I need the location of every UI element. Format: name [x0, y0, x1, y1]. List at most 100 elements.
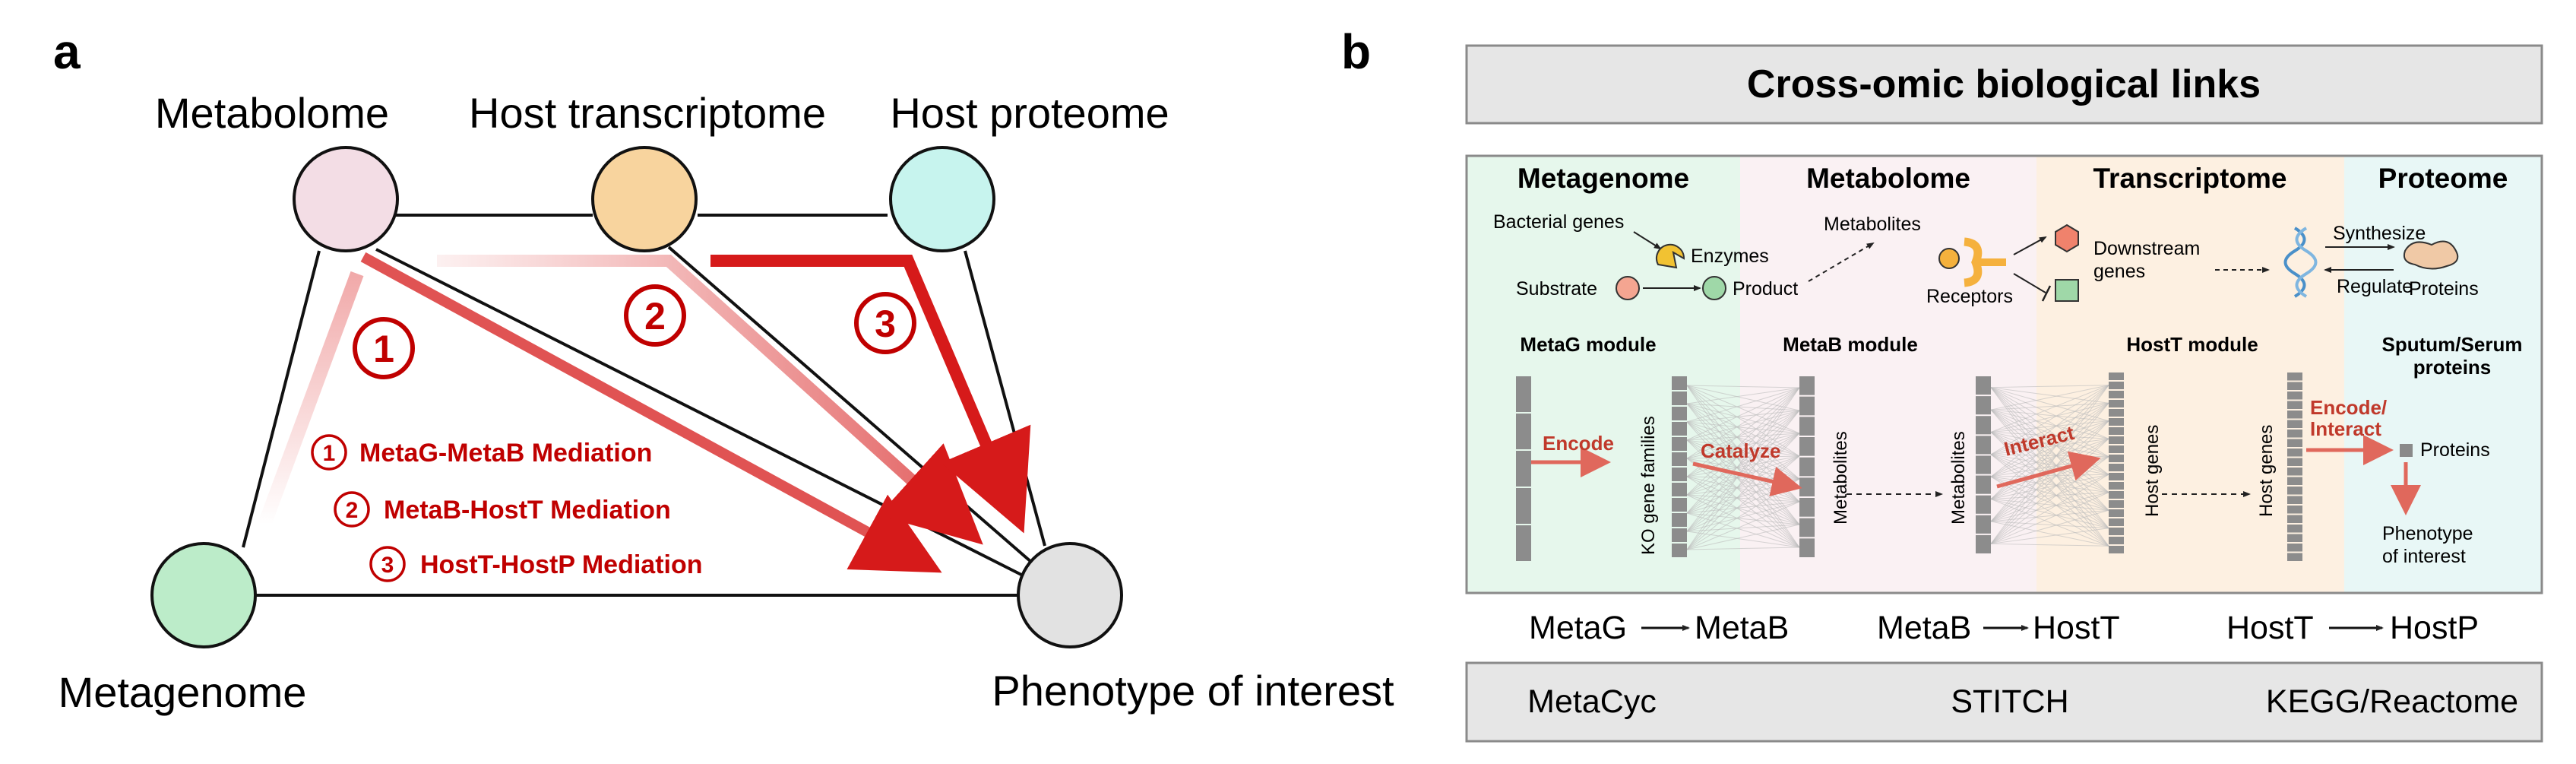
- mediation-2-arrow: [437, 255, 983, 545]
- database-kegg-reactome: KEGG/Reactome: [2266, 683, 2518, 720]
- link-2-to: HostT: [2033, 610, 2120, 646]
- module-head-hostp-line1: Sputum/Serum: [2382, 333, 2523, 356]
- hostt-bar-1-segment: [2109, 491, 2124, 499]
- metab-bar-2-segment: [1976, 416, 1991, 435]
- metag-ko-link: [1686, 385, 1800, 457]
- metag-ko-link: [1686, 410, 1800, 514]
- hostt-bar-2-segment: [2287, 439, 2302, 447]
- metag-ko-link: [1686, 410, 1800, 459]
- metab-hostt-link: [1990, 402, 2109, 477]
- metab-hostt-link: [1990, 492, 2109, 544]
- metab-bar-1-segment: [1799, 437, 1815, 456]
- metag-ko-link: [1686, 410, 1800, 550]
- badge-1-number: 1: [373, 328, 394, 370]
- metab-hostt-link: [1990, 385, 2109, 499]
- panel-b-label: b: [1341, 24, 1371, 79]
- panel-a: a Metabolome Host transcri: [53, 24, 1394, 716]
- badge-1-circle: [353, 317, 415, 379]
- module-head-metab: MetaB module: [1783, 333, 1918, 356]
- metag-ko-link: [1686, 385, 1800, 434]
- legend-3-circle: [369, 546, 406, 582]
- protein-square-icon: [2400, 444, 2413, 457]
- metab-hostt-link: [1990, 509, 2109, 544]
- hostt-bar-2-segment: [2287, 487, 2302, 495]
- arrow-receptor-inhibit: [2013, 273, 2046, 293]
- label-downstream-genes-line2: genes: [2093, 261, 2145, 282]
- edge-metabolome-metagenome: [242, 250, 321, 548]
- node-host-proteome: [889, 146, 995, 252]
- label-proteins-top: Proteins: [2409, 278, 2479, 300]
- mediation-legend: 1 MetaG-MetaB Mediation 2 MetaB-HostT Me…: [311, 434, 703, 582]
- hostt-bar-2-segment: [2287, 382, 2302, 390]
- legend-1-number: 1: [323, 441, 336, 466]
- hostt-bar-1-segment: [2109, 400, 2124, 407]
- hostt-bar-1-segment: [2109, 409, 2124, 417]
- metag-ko-link: [1686, 403, 1800, 434]
- badge-2-circle: [624, 284, 686, 347]
- legend-3-number: 3: [381, 553, 394, 578]
- label-enzymes: Enzymes: [1691, 246, 1769, 267]
- edge-proteome-phenotype: [964, 250, 1046, 547]
- metag-ko-link: [1686, 433, 1800, 550]
- column-bg-proteome: [2344, 156, 2542, 593]
- hostt-bar-2-segment: [2287, 506, 2302, 514]
- hostt-bar-1-segment: [2109, 546, 2124, 553]
- label-host-proteome: Host proteome: [890, 89, 1169, 137]
- hostt-bar-1-segment: [2109, 518, 2124, 526]
- metab-bar-1-segment: [1799, 518, 1815, 537]
- badge-3-circle: [854, 292, 916, 354]
- module-head-metag: MetaG module: [1520, 333, 1656, 356]
- metag-ko-link: [1686, 410, 1800, 532]
- hostt-bar-2-segment: [2287, 372, 2302, 381]
- metab-hostt-link: [1990, 385, 2109, 522]
- metab-hostt-link: [1990, 474, 2109, 544]
- metag-ko-link: [1686, 433, 1800, 496]
- metab-bar-2-segment: [1976, 495, 1991, 514]
- hostt-bar-2-segment: [2287, 430, 2302, 438]
- hostt-bar-1-segment: [2109, 372, 2124, 380]
- badge-3-number: 3: [875, 303, 896, 345]
- metag-ko-link: [1686, 455, 1800, 514]
- metab-hostt-link: [1990, 385, 2109, 388]
- link-2-from: MetaB: [1877, 610, 1971, 646]
- metab-bar-2-segment: [1976, 396, 1991, 415]
- link-1-to: MetaB: [1695, 610, 1789, 646]
- hostt-bar-1-segment: [2109, 537, 2124, 544]
- legend-2-label: MetaB-HostT Mediation: [384, 496, 671, 525]
- mediation-number-badges: 1 2 3: [353, 284, 916, 379]
- metab-hostt-link: [1990, 476, 2109, 529]
- panel-a-label: a: [53, 24, 81, 79]
- hostt-bar-2-segment: [2287, 515, 2302, 523]
- metab-hostt-link: [1990, 438, 2109, 477]
- hostt-bar-1-segment: [2109, 464, 2124, 471]
- hostt-bar-1-segment: [2109, 418, 2124, 426]
- metag-ko-link: [1686, 410, 1800, 423]
- metab-hostt-link: [1990, 420, 2109, 544]
- metab-hostt-link: [1990, 385, 2109, 411]
- receptor-icon: [1938, 237, 2006, 287]
- hostt-bar-2-segment: [2287, 411, 2302, 419]
- hostt-bar-1-segment: [2109, 436, 2124, 444]
- metag-ko-link: [1686, 387, 1800, 477]
- label-metabolites-1: Metabolites: [1831, 431, 1851, 525]
- label-ko-gene-families: KO gene families: [1638, 416, 1659, 555]
- metag-ko-link: [1686, 387, 1800, 459]
- label-phenotype-line2: of interest: [2382, 546, 2466, 567]
- inhibit-bar: [2041, 285, 2052, 302]
- metab-hostt-link: [1990, 492, 2109, 522]
- link-1-from: MetaG: [1529, 610, 1627, 646]
- module-bars: [1516, 372, 2302, 561]
- metab-hostt-link: [1990, 528, 2109, 544]
- metag-ko-link: [1686, 387, 1800, 423]
- ko-bar-segment: [1672, 498, 1687, 512]
- metag-ko-link: [1686, 385, 1800, 411]
- ko-bar-segment: [1672, 513, 1687, 527]
- protein-blob-icon: [2403, 240, 2459, 270]
- metab-bar-2-segment: [1976, 475, 1991, 494]
- mediation-arrows: [258, 252, 1031, 573]
- hostt-bar-1-segment: [2109, 382, 2124, 389]
- label-host-transcriptome: Host transcriptome: [469, 89, 826, 137]
- label-receptors: Receptors: [1926, 286, 2013, 307]
- downstream-gene-square-icon: [2055, 279, 2079, 302]
- hostt-bar-2-segment: [2287, 477, 2302, 485]
